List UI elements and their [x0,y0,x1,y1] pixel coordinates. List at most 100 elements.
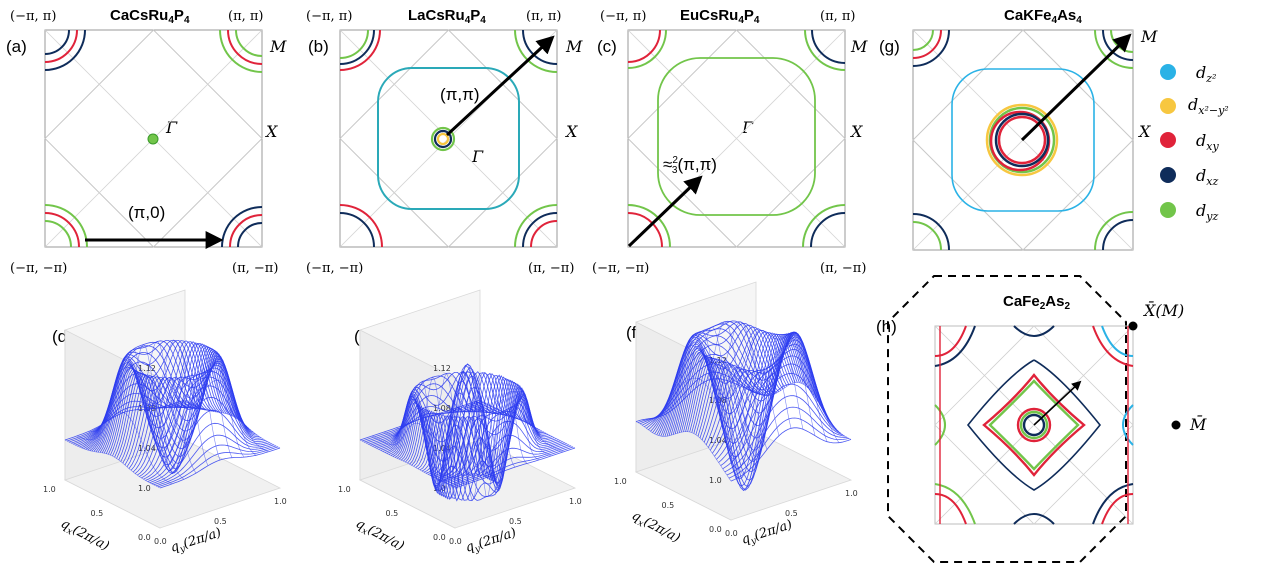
corner-tr-a: (π, π) [228,9,264,24]
gamma-pockets-b [430,126,456,152]
bz-diamond-g [912,29,1134,251]
corner-bl-c: (−π, −π) [592,261,649,276]
legend-item-dz2: dz² [1160,63,1216,85]
legend-text: dz² [1196,63,1216,85]
qx-axis-label: qx(2π/a) [628,508,682,548]
qy-tick-label: 0.0 [449,537,462,546]
legend-swatch [1160,64,1176,80]
qy-tick-label: 1.0 [845,489,858,498]
panel-a-label: (a) [6,37,27,56]
z-tick-label: 1.04 [433,444,451,453]
point-m-g: M [1140,27,1158,46]
outer-pockets-h [934,325,1134,525]
surface-mesh-line [395,387,492,500]
gamma-pockets-h [982,373,1086,477]
panel-g-title: CaKFe4As4 [1004,7,1082,26]
legend-text: dyz [1196,201,1218,223]
bz-diamond-b [339,29,558,248]
qx-tick-label: 1.0 [614,477,627,486]
surface-mesh-line [467,390,564,453]
surface-mesh-line [371,422,468,485]
z-tick-label: 1.12 [138,364,156,373]
qy-tick-label: 0.0 [725,529,738,538]
qx-tick-label: 0.5 [662,501,675,510]
corner-tl-c: (−π, π) [600,9,646,24]
corner-tl-b: (−π, π) [306,9,352,24]
point-x-a: X [264,122,278,141]
surface-mesh-line [136,341,233,458]
qy-tick-label: 0.0 [154,537,167,546]
panel-h-title: CaFe2As2 [1003,293,1070,312]
panel-b-title: LaCsRu4P4 [408,7,486,26]
large-pocket-b [377,67,520,210]
surface-mesh-line [719,321,816,436]
qy-tick-label: 1.0 [274,497,287,506]
qy-axis-label: qy(2π/a) [464,525,519,557]
panel-c: EuCsRu4P4 (−π, π) (π, π) (−π, −π) (π, −π… [592,7,868,276]
orbital-legend: dz² dx²−y² dxy dxz dyz [1160,63,1229,223]
z-tick-label: 1.04 [709,436,727,445]
qy-axis-label: qy(2π/a) [169,525,224,557]
corner-br-a: (π, −π) [232,261,278,276]
panel-f-3d-surface: (f) 1.121.081.041.00.00.51.00.00.51.0qx(… [614,281,858,549]
surface-mesh-line [148,339,245,458]
legend-swatch [1160,132,1176,148]
qx-tick-label: 0.5 [91,509,104,518]
z-tick-label: 1.12 [433,364,451,373]
vector-label-a: (π,0) [128,203,165,222]
surface-mesh-line [359,439,456,489]
qx-axis-label: qx(2π/a) [57,516,111,556]
surface-mesh-line [112,349,209,466]
legend-swatch [1160,98,1176,114]
surface-mesh-line [455,372,552,457]
panel-c-title: EuCsRu4P4 [680,7,760,26]
z-tick-label: 1.08 [433,404,451,413]
xbar-point-dot [1128,321,1138,331]
panel-b: LaCsRu4P4 (−π, π) (π, π) (−π, −π) (π, −π… [306,7,583,276]
mbar-point-dot [1171,420,1181,430]
qy-tick-label: 1.0 [569,497,582,506]
panel-e-3d-surface: (e) 1.121.081.041.00.00.51.00.00.51.0qx(… [338,289,582,557]
nesting-arrow-h [1033,380,1082,426]
z-tick-label: 1.0 [709,476,722,485]
surface-mesh-line [124,344,221,474]
surface-mesh-line [659,345,756,465]
panel-d-3d-surface: (d) 1.121.081.041.00.00.51.00.00.51.0qx(… [43,289,287,557]
point-m-c: M [850,37,868,56]
surface-mesh-line [88,367,185,480]
point-m-a: M [269,37,287,56]
surface-mesh-line [479,399,576,449]
qx-tick-label: 0.0 [138,533,151,542]
legend-swatch [1160,202,1176,218]
surface-mesh-line [671,333,768,450]
surface-mesh-line [431,372,528,494]
point-m-b: M [565,37,583,56]
surface-mesh-line [443,371,540,484]
qy-axis-label: qy(2π/a) [740,517,795,549]
surface-mesh-line [755,382,852,440]
surface-mesh-line [635,421,732,482]
point-x-c: X [849,122,863,141]
surface-mesh-line [707,321,804,458]
surface-mesh-line [407,380,504,502]
corner-tr-b: (π, π) [526,9,562,24]
point-xbar-h: X̄(M) [1142,299,1184,320]
axes-floor-pane [634,431,853,521]
corner-bl-b: (−π, −π) [306,261,363,276]
vector-label-c: ≈2 3(π,π) [663,155,717,176]
panel-g-label: (g) [879,37,900,56]
panel-a-title: CaCsRu4P4 [110,7,190,26]
surface-mesh-line [184,399,281,449]
bz-diamond-c [627,29,846,248]
surface-mesh-line [695,326,792,491]
legend-item-dxy: dxy [1160,131,1219,153]
point-gamma-a: Γ [165,118,178,137]
corner-br-c: (π, −π) [820,261,866,276]
legend-item-dyz: dyz [1160,201,1218,223]
panel-h: CaFe2As2 (h) X̄(M) M̄ [876,275,1207,563]
qx-axis-label: qx(2π/a) [352,516,406,556]
panel-b-label: (b) [308,37,329,56]
qx-tick-label: 1.0 [338,485,351,494]
legend-text: dxy [1196,131,1219,153]
point-x-b: X [564,122,578,141]
